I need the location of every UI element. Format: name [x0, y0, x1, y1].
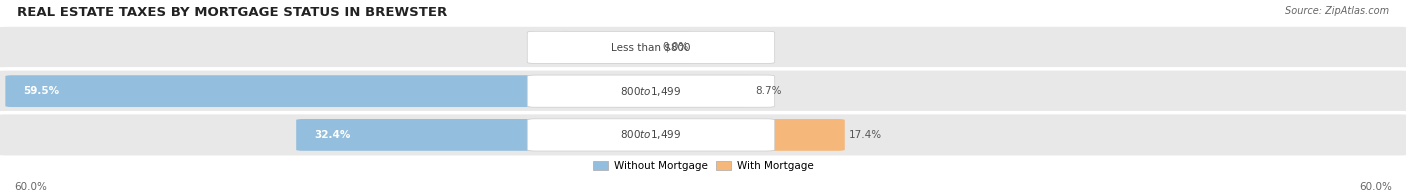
Text: $800 to $1,499: $800 to $1,499 — [620, 85, 682, 98]
Text: Less than $800: Less than $800 — [612, 42, 690, 52]
FancyBboxPatch shape — [609, 75, 751, 107]
Text: 0.0%: 0.0% — [662, 42, 689, 52]
FancyBboxPatch shape — [527, 119, 775, 151]
Text: 59.5%: 59.5% — [24, 86, 60, 96]
Legend: Without Mortgage, With Mortgage: Without Mortgage, With Mortgage — [589, 157, 817, 175]
Text: 32.4%: 32.4% — [315, 130, 352, 140]
Text: REAL ESTATE TAXES BY MORTGAGE STATUS IN BREWSTER: REAL ESTATE TAXES BY MORTGAGE STATUS IN … — [17, 6, 447, 19]
FancyBboxPatch shape — [609, 119, 845, 151]
Text: 17.4%: 17.4% — [849, 130, 882, 140]
FancyBboxPatch shape — [0, 25, 1406, 70]
Text: 8.1%: 8.1% — [575, 42, 605, 52]
Text: 60.0%: 60.0% — [1360, 182, 1392, 192]
Text: $800 to $1,499: $800 to $1,499 — [620, 128, 682, 141]
Text: Source: ZipAtlas.com: Source: ZipAtlas.com — [1285, 6, 1389, 16]
FancyBboxPatch shape — [297, 119, 693, 151]
FancyBboxPatch shape — [0, 69, 1406, 113]
Text: 8.7%: 8.7% — [755, 86, 782, 96]
FancyBboxPatch shape — [527, 75, 775, 107]
FancyBboxPatch shape — [6, 75, 693, 107]
FancyBboxPatch shape — [0, 113, 1406, 157]
FancyBboxPatch shape — [557, 32, 693, 63]
Text: 60.0%: 60.0% — [14, 182, 46, 192]
FancyBboxPatch shape — [527, 31, 775, 64]
